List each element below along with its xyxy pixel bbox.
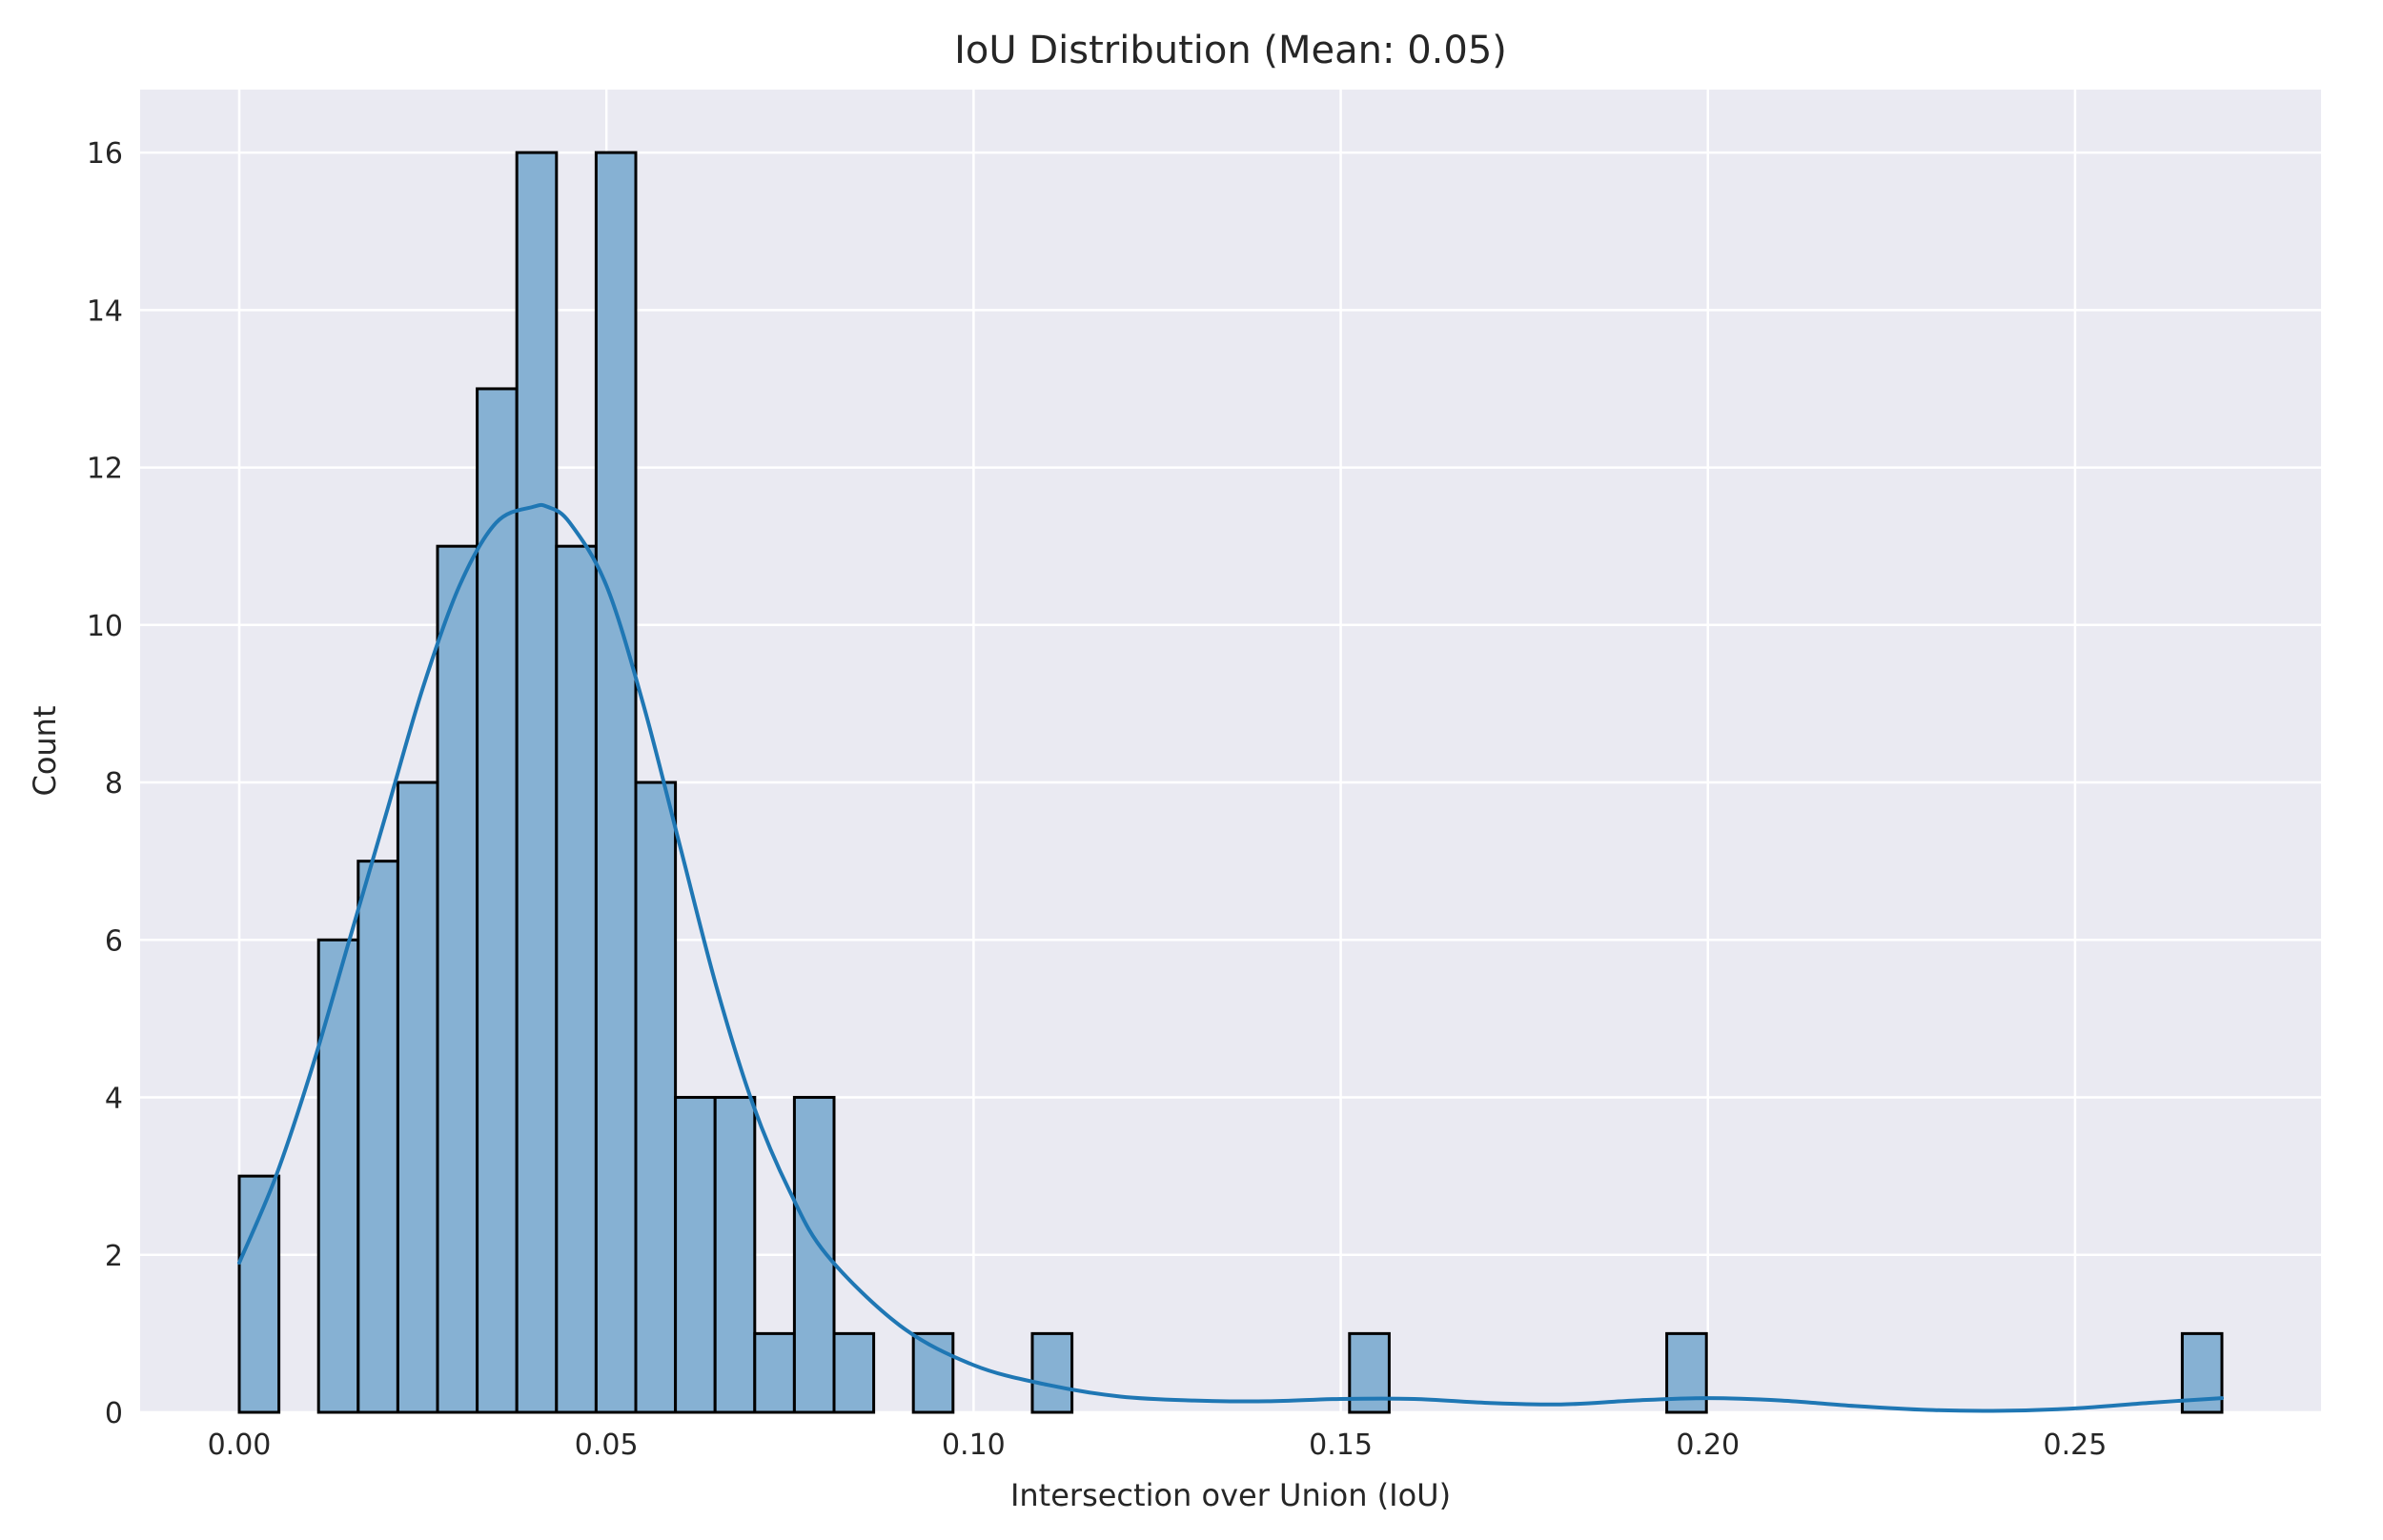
histogram-bar xyxy=(316,938,360,1414)
kde-curve xyxy=(237,502,2224,1413)
kde-layer xyxy=(237,502,2224,1413)
y-tick-label: 14 xyxy=(87,294,123,328)
y-tick-label: 0 xyxy=(105,1397,123,1430)
x-axis-label: Intersection over Union (IoU) xyxy=(1010,1477,1451,1513)
histogram-bar xyxy=(396,780,439,1414)
x-tick-label: 0.25 xyxy=(2044,1429,2108,1462)
x-tick-label: 0.00 xyxy=(208,1429,272,1462)
histogram-bar xyxy=(713,1096,757,1414)
histogram-bar xyxy=(594,151,638,1414)
y-tick-label: 8 xyxy=(105,767,123,800)
y-tick-label: 6 xyxy=(105,924,123,958)
x-tick-label: 0.20 xyxy=(1676,1429,1740,1462)
histogram-bar xyxy=(476,387,519,1414)
histogram-bar xyxy=(515,151,559,1414)
histogram-bar xyxy=(753,1331,796,1414)
x-tick-label: 0.05 xyxy=(575,1429,639,1462)
histogram-bar xyxy=(555,544,598,1414)
histogram-bars xyxy=(237,151,2224,1414)
y-tick-labels: 0 2 4 6 8 10 12 14 16 xyxy=(87,137,123,1430)
y-axis-label: Count xyxy=(27,705,63,796)
x-tick-labels: 0.00 0.05 0.10 0.15 0.20 0.25 xyxy=(208,1429,2108,1462)
histogram-bar xyxy=(832,1331,876,1414)
x-tick-label: 0.15 xyxy=(1309,1429,1373,1462)
y-tick-label: 12 xyxy=(87,453,123,486)
histogram-bar xyxy=(634,780,678,1414)
y-tick-label: 10 xyxy=(87,610,123,643)
histogram-bar xyxy=(674,1096,717,1414)
histogram-bar xyxy=(237,1174,281,1414)
histogram-bar xyxy=(436,544,479,1414)
histogram-bar xyxy=(1030,1331,1074,1414)
histogram-bar xyxy=(356,860,399,1414)
y-tick-label: 2 xyxy=(105,1240,123,1273)
y-tick-label: 16 xyxy=(87,137,123,171)
x-tick-label: 0.10 xyxy=(942,1429,1006,1462)
chart-title: IoU Distribution (Mean: 0.05) xyxy=(954,29,1507,72)
y-tick-label: 4 xyxy=(105,1083,123,1116)
